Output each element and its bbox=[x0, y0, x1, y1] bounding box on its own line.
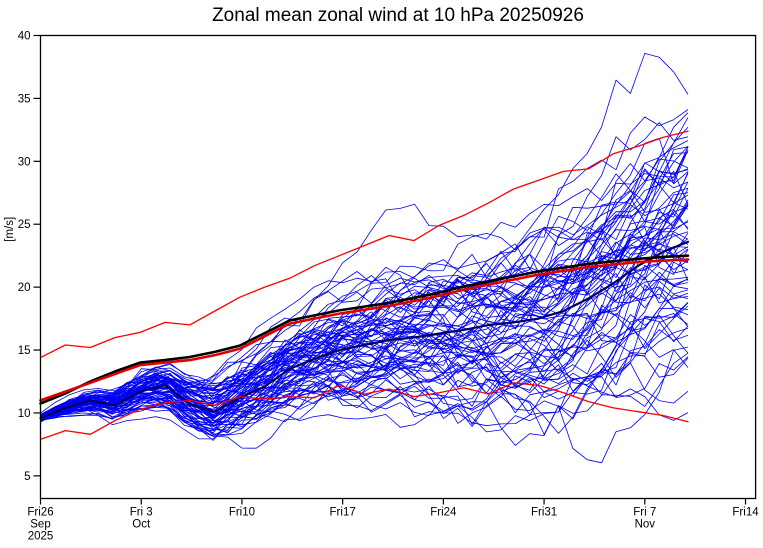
x-axis-tick-label: Fri10 bbox=[229, 507, 255, 519]
climatology-envelope-lower-line bbox=[39, 382, 689, 441]
ensemble-member-line bbox=[40, 146, 689, 419]
y-axis-tick-label: 15 bbox=[18, 345, 31, 357]
x-axis-tick-label: Fri 7 bbox=[633, 507, 656, 519]
x-axis-tick-label: Nov bbox=[635, 519, 656, 531]
chart-title: Zonal mean zonal wind at 10 hPa 20250926 bbox=[212, 5, 584, 26]
ensemble-member-line bbox=[40, 276, 689, 435]
ensemble-member-line bbox=[40, 280, 689, 419]
ensemble-member-line bbox=[40, 181, 689, 449]
x-axis-tick-label: Fri14 bbox=[732, 507, 759, 519]
x-axis-tick-label: Fri24 bbox=[430, 507, 457, 519]
ensemble-member-line bbox=[40, 162, 689, 420]
ensemble-member-line bbox=[40, 188, 689, 419]
x-axis-tick-label: Fri26 bbox=[27, 507, 53, 519]
ensemble-member-line bbox=[40, 352, 689, 434]
plot-frame bbox=[39, 34, 757, 500]
ensemble-member-line bbox=[40, 117, 689, 417]
y-axis-tick-label: 35 bbox=[18, 93, 31, 105]
ensemble-member-line bbox=[40, 173, 689, 422]
ensemble-member-line bbox=[40, 205, 689, 419]
ensemble-member-line bbox=[40, 307, 689, 419]
ensemble-mean-line bbox=[39, 240, 690, 420]
y-axis-tick-label: 30 bbox=[18, 156, 31, 168]
ensemble-member-line bbox=[40, 302, 689, 417]
ensemble-member-line bbox=[40, 266, 689, 422]
ensemble-member-line bbox=[40, 146, 689, 421]
x-axis-tick-label: Fri17 bbox=[330, 507, 356, 519]
y-axis-unit-label: [m/s] bbox=[4, 217, 16, 242]
reference-mean-red-line bbox=[39, 258, 690, 402]
y-axis-tick-label: 20 bbox=[18, 282, 31, 294]
ensemble-member-line bbox=[40, 197, 689, 420]
x-axis-tick-label: 2025 bbox=[28, 531, 54, 543]
x-axis-tick-label: Sep bbox=[30, 519, 50, 531]
ensemble-member-line bbox=[40, 208, 689, 434]
y-axis-tick-label: 5 bbox=[24, 471, 30, 483]
ensemble-member-line bbox=[40, 109, 689, 420]
ensemble-member-line bbox=[40, 294, 689, 446]
ensemble-member-line bbox=[40, 226, 689, 437]
x-axis-tick-label: Oct bbox=[132, 519, 151, 531]
y-axis-tick-label: 10 bbox=[18, 408, 31, 420]
x-axis-tick-label: Fri 3 bbox=[130, 507, 153, 519]
ensemble-member-line bbox=[40, 201, 689, 419]
ensemble-member-line bbox=[40, 231, 689, 437]
ensemble-member-line bbox=[40, 238, 689, 418]
ensemble-member-line bbox=[40, 277, 689, 424]
y-axis-tick-label: 25 bbox=[18, 219, 31, 231]
ensemble-member-line bbox=[40, 348, 689, 423]
reference-mean-black-line bbox=[39, 254, 690, 405]
y-axis-tick-label: 40 bbox=[18, 31, 31, 43]
ensemble-member-line bbox=[40, 346, 689, 464]
ensemble-members-group bbox=[40, 53, 689, 464]
climatology-envelope-upper-line bbox=[39, 130, 689, 359]
x-axis-tick-label: Fri31 bbox=[531, 507, 557, 519]
